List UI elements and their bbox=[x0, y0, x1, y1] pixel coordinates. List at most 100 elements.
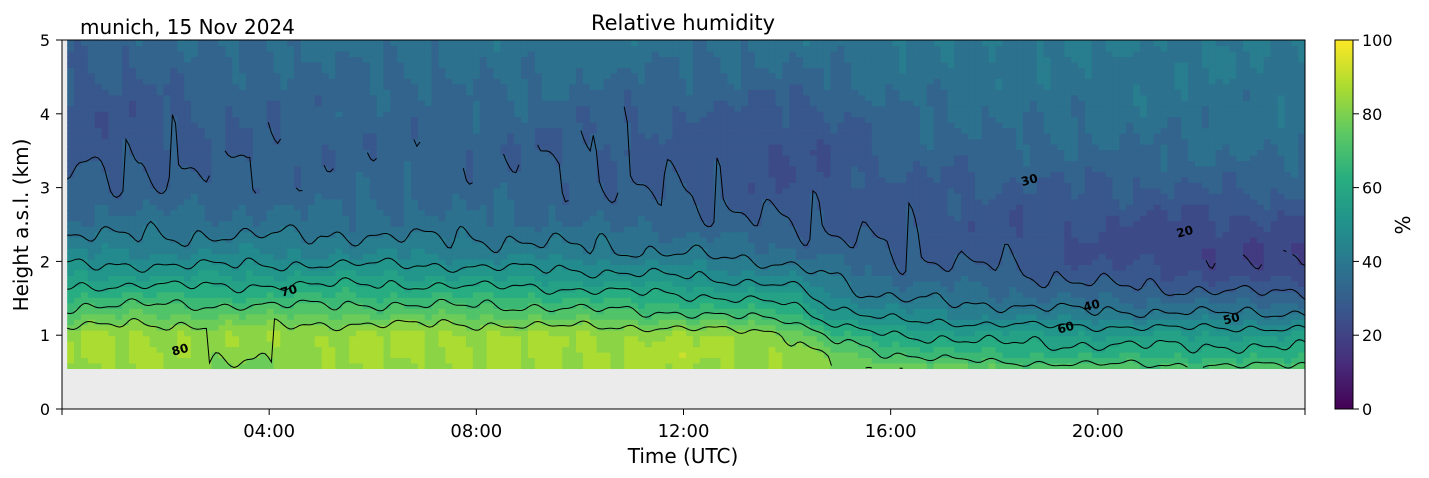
heatmap-cell bbox=[589, 209, 598, 216]
heatmap-cell bbox=[321, 324, 330, 331]
heatmap-cell bbox=[417, 215, 426, 222]
heatmap-cell bbox=[445, 297, 453, 304]
heatmap-cell bbox=[225, 280, 233, 287]
heatmap-cell bbox=[287, 275, 295, 282]
heatmap-cell bbox=[603, 133, 612, 140]
heatmap-cell bbox=[204, 133, 213, 140]
heatmap-cell bbox=[417, 154, 426, 162]
heatmap-cell bbox=[362, 346, 371, 353]
heatmap-cell bbox=[424, 341, 433, 348]
heatmap-cell bbox=[582, 269, 591, 276]
heatmap-cell bbox=[67, 171, 75, 178]
heatmap-cell bbox=[576, 242, 584, 249]
heatmap-cell bbox=[610, 215, 618, 222]
heatmap-cell bbox=[67, 357, 75, 364]
heatmap-cell bbox=[486, 193, 495, 200]
heatmap-cell bbox=[218, 253, 226, 260]
heatmap-cell bbox=[527, 351, 536, 359]
heatmap-cell bbox=[135, 209, 144, 216]
heatmap-cell bbox=[383, 308, 391, 315]
heatmap-cell bbox=[259, 165, 268, 172]
heatmap-cell bbox=[232, 100, 240, 107]
heatmap-cell bbox=[67, 198, 75, 205]
heatmap-cell bbox=[445, 61, 453, 68]
heatmap-cell bbox=[603, 149, 612, 156]
heatmap-cell bbox=[259, 302, 268, 309]
heatmap-cell bbox=[569, 94, 577, 101]
heatmap-cell bbox=[521, 182, 529, 189]
heatmap-cell bbox=[397, 50, 405, 58]
heatmap-cell bbox=[541, 308, 550, 315]
heatmap-cell bbox=[576, 280, 584, 287]
heatmap-cell bbox=[335, 89, 343, 96]
heatmap-cell bbox=[431, 346, 440, 353]
heatmap-cell bbox=[507, 264, 515, 271]
heatmap-cell bbox=[67, 220, 75, 227]
heatmap-cell bbox=[507, 346, 515, 353]
heatmap-cell bbox=[190, 341, 199, 348]
heatmap-cell bbox=[390, 341, 398, 348]
heatmap-cell bbox=[356, 275, 364, 282]
heatmap-cell bbox=[232, 83, 240, 90]
heatmap-cell bbox=[80, 226, 89, 233]
heatmap-cell bbox=[555, 220, 563, 227]
heatmap-cell bbox=[266, 89, 275, 96]
heatmap-cell bbox=[232, 144, 240, 151]
heatmap-cell bbox=[280, 78, 288, 85]
heatmap-cell bbox=[596, 324, 605, 331]
heatmap-cell bbox=[122, 220, 130, 227]
heatmap-cell bbox=[397, 204, 405, 211]
heatmap-cell bbox=[349, 302, 357, 309]
heatmap-cell bbox=[376, 198, 385, 205]
heatmap-cell bbox=[472, 67, 481, 74]
heatmap-cell bbox=[521, 94, 529, 101]
heatmap-cell bbox=[486, 269, 495, 276]
heatmap-cell bbox=[486, 111, 495, 118]
heatmap-cell bbox=[142, 242, 151, 249]
heatmap-cell bbox=[94, 308, 103, 315]
heatmap-cell bbox=[466, 237, 474, 244]
heatmap-cell bbox=[569, 56, 577, 63]
heatmap-cell bbox=[534, 78, 543, 85]
heatmap-cell bbox=[376, 319, 385, 326]
heatmap-cell bbox=[80, 357, 89, 364]
heatmap-cell bbox=[369, 56, 378, 63]
heatmap-cell bbox=[438, 127, 447, 134]
heatmap-cell bbox=[204, 220, 213, 227]
heatmap-cell bbox=[472, 193, 481, 200]
heatmap-cell bbox=[521, 171, 529, 178]
heatmap-cell bbox=[252, 330, 261, 337]
heatmap-cell bbox=[273, 357, 281, 364]
heatmap-cell bbox=[356, 313, 364, 320]
heatmap-cell bbox=[67, 116, 75, 123]
heatmap-cell bbox=[129, 78, 137, 85]
heatmap-cell bbox=[582, 258, 591, 266]
heatmap-cell bbox=[527, 122, 536, 129]
heatmap-cell bbox=[472, 362, 481, 370]
heatmap-cell bbox=[562, 89, 570, 96]
heatmap-cell bbox=[624, 297, 632, 304]
heatmap-cell bbox=[149, 362, 158, 370]
heatmap-cell bbox=[67, 94, 75, 101]
heatmap-cell bbox=[252, 83, 261, 90]
heatmap-cell bbox=[486, 72, 495, 79]
heatmap-cell bbox=[190, 275, 199, 282]
heatmap-cell bbox=[204, 258, 213, 266]
heatmap-cell bbox=[142, 89, 151, 96]
heatmap-cell bbox=[431, 253, 440, 260]
heatmap-cell bbox=[335, 351, 343, 359]
heatmap-cell bbox=[101, 149, 110, 156]
heatmap-cell bbox=[479, 275, 488, 282]
heatmap-cell bbox=[273, 237, 281, 244]
heatmap-cell bbox=[376, 357, 385, 364]
heatmap-cell bbox=[624, 111, 632, 118]
heatmap-cell bbox=[87, 56, 96, 63]
heatmap-cell bbox=[472, 264, 481, 271]
heatmap-cell bbox=[356, 247, 364, 255]
heatmap-cell bbox=[493, 362, 502, 370]
heatmap-cell bbox=[397, 319, 405, 326]
heatmap-cell bbox=[397, 149, 405, 156]
heatmap-cell bbox=[390, 215, 398, 222]
heatmap-cell bbox=[287, 215, 295, 222]
heatmap-cell bbox=[156, 302, 165, 309]
